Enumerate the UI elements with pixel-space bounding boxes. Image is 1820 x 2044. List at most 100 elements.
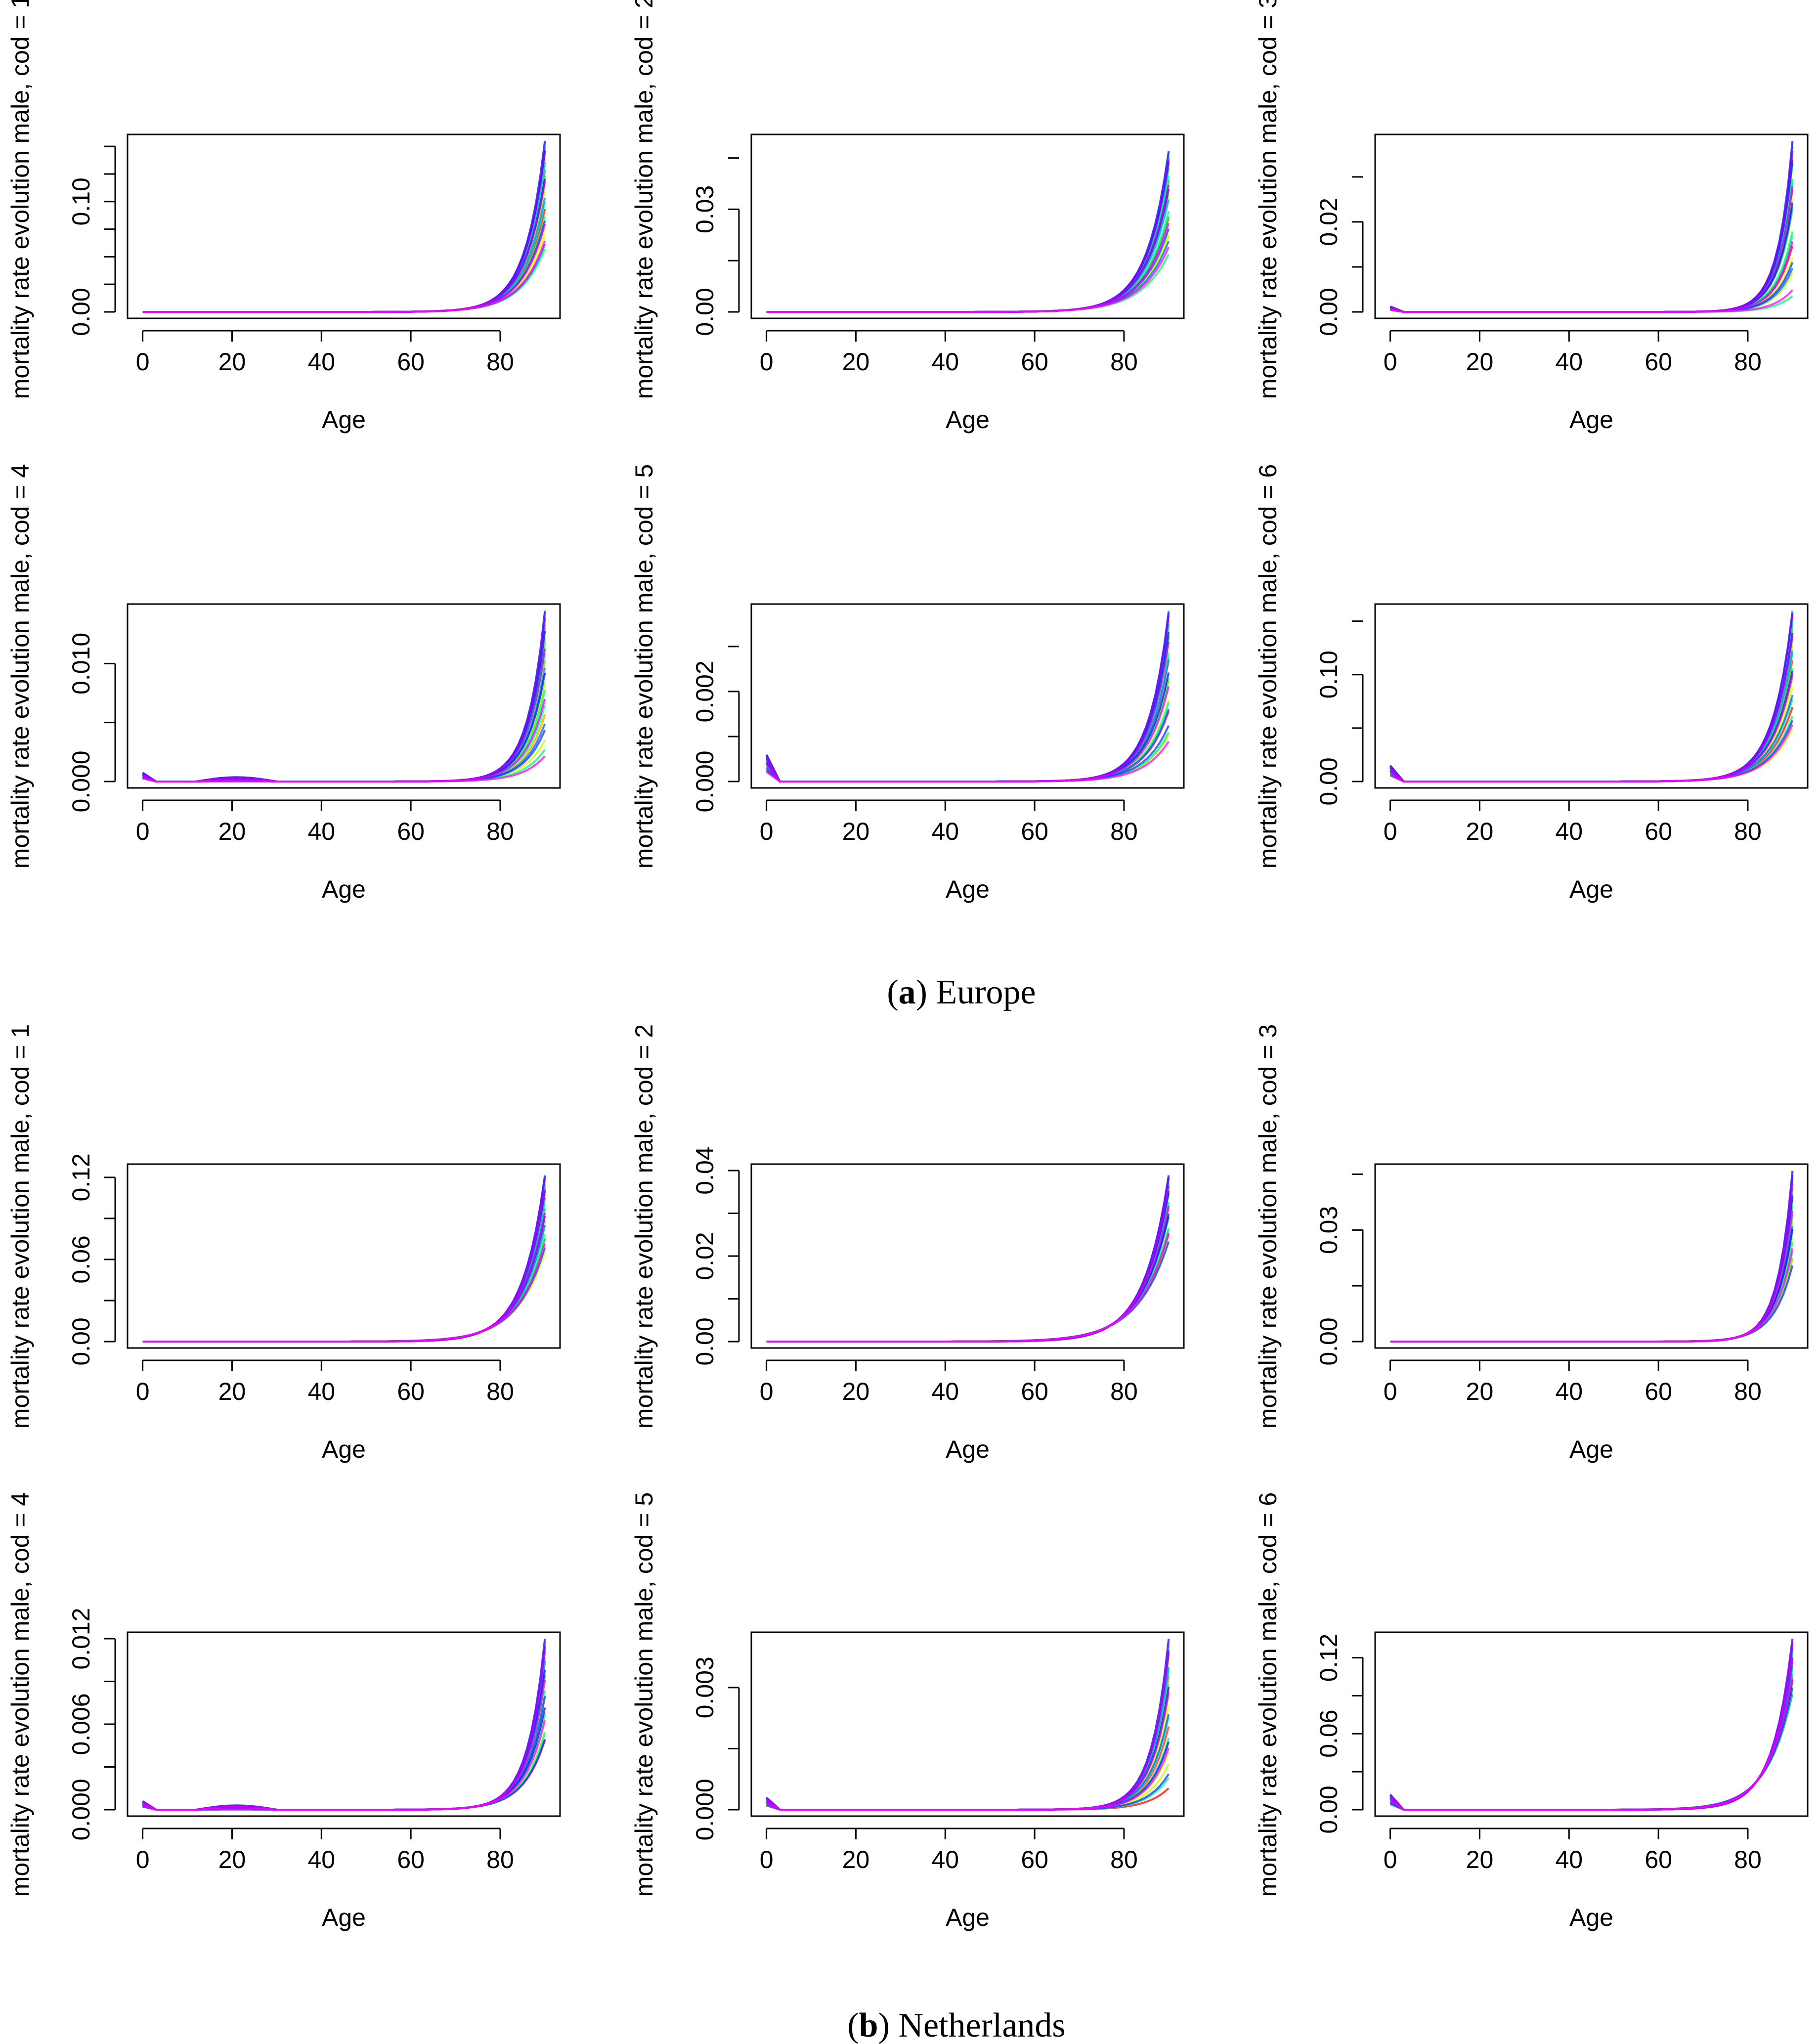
panel-europe-cod-3: 0 20 40 60 80 Age 0.00 0.02 mortality rate evolu… <box>1254 0 1809 434</box>
y-tick-label: 0.000 <box>691 1779 719 1840</box>
series-line <box>766 1661 1170 1811</box>
series-line <box>1390 1219 1794 1343</box>
series-line <box>1390 1189 1794 1343</box>
series-line <box>1389 1643 1794 1811</box>
series-line <box>142 1648 546 1811</box>
x-tick-label: 40 <box>307 818 335 845</box>
series-line <box>765 672 1170 783</box>
series-line <box>142 1186 546 1343</box>
y-axis-label: mortality rate evolution male, cod = 4 <box>6 464 34 869</box>
series-line <box>765 658 1170 783</box>
y-tick-label: 0.06 <box>67 1235 95 1283</box>
y-tick-label: 0.06 <box>1315 1710 1343 1758</box>
series-line <box>1389 1638 1794 1811</box>
caption-europe-letter: a <box>899 973 916 1011</box>
series-line <box>142 610 546 783</box>
series-line <box>766 1713 1170 1811</box>
series-line <box>1389 1693 1794 1811</box>
series-line <box>766 194 1170 313</box>
series-line <box>1389 186 1794 313</box>
series-line <box>142 652 546 783</box>
series-line <box>142 228 546 313</box>
series-line <box>766 1203 1170 1343</box>
x-tick-label: 20 <box>218 818 246 845</box>
x-tick-label: 0 <box>760 1846 774 1873</box>
x-tick-label: 80 <box>486 348 514 376</box>
x-tick-label: 60 <box>1021 818 1048 845</box>
series-line <box>765 660 1170 783</box>
series-line <box>766 216 1170 313</box>
x-tick-label: 80 <box>486 1846 514 1873</box>
plot-frame <box>1374 133 1809 319</box>
series-line <box>142 612 546 783</box>
series-line <box>142 619 546 783</box>
series-line <box>142 648 546 783</box>
series-line <box>142 614 546 783</box>
series-line <box>1390 1242 1794 1343</box>
series-line <box>142 1194 546 1343</box>
x-tick-label: 60 <box>1645 1846 1672 1873</box>
series-line <box>142 611 546 783</box>
series-line <box>1389 1674 1794 1811</box>
x-tick-label: 20 <box>1466 1378 1494 1405</box>
x-tick-label: 0 <box>760 818 774 845</box>
series-line <box>766 1185 1170 1343</box>
series-line <box>142 623 546 783</box>
series-line <box>1389 695 1794 783</box>
y-axis-label: mortality rate evolution male, cod = 5 <box>630 464 658 869</box>
series-line <box>142 1689 546 1811</box>
series-line <box>1390 245 1794 313</box>
series-line <box>766 1178 1170 1343</box>
x-tick-label: 20 <box>842 1378 870 1405</box>
series-line <box>1390 289 1793 313</box>
series-line <box>765 613 1170 783</box>
series-line <box>766 1229 1170 1343</box>
x-axis-label: Age <box>322 1904 366 1931</box>
series-line <box>766 678 1170 783</box>
series-line <box>1390 257 1794 313</box>
x-tick-label: 40 <box>1555 348 1583 376</box>
x-tick-label: 0 <box>136 348 150 376</box>
series-line <box>142 1233 546 1343</box>
series-line <box>142 148 546 313</box>
series-line <box>142 1714 546 1811</box>
series-line <box>1390 207 1794 313</box>
series-line <box>765 641 1170 783</box>
series-line <box>766 1704 1170 1811</box>
series-line <box>142 144 546 313</box>
series-line <box>765 621 1170 783</box>
y-tick-label: 0.03 <box>1315 1206 1343 1254</box>
series-line <box>1389 1661 1794 1811</box>
series-line <box>1389 617 1794 783</box>
y-tick-label: 0.10 <box>1315 651 1343 698</box>
series-line <box>1390 1183 1794 1343</box>
series-line <box>142 1662 546 1811</box>
series-line <box>766 1653 1170 1811</box>
y-tick-label: 0.000 <box>67 750 95 812</box>
series-line <box>1390 272 1794 313</box>
series-line <box>142 1239 546 1343</box>
series-line <box>766 1645 1170 1811</box>
series-line <box>766 1213 1170 1343</box>
series-line <box>142 1252 546 1343</box>
series-line <box>766 1717 1170 1811</box>
x-tick-label: 60 <box>1645 818 1672 845</box>
series-line <box>142 617 546 783</box>
x-tick-label: 80 <box>486 818 514 845</box>
series-line <box>766 1641 1170 1811</box>
series-line <box>142 667 546 783</box>
y-tick-label: 0.010 <box>67 633 95 695</box>
series-line <box>142 627 546 783</box>
series-line <box>1390 1219 1794 1343</box>
x-tick-label: 20 <box>218 348 246 376</box>
series-line <box>766 699 1170 783</box>
series-line <box>766 1227 1170 1343</box>
series-line <box>1389 650 1794 783</box>
series-line <box>1389 159 1794 313</box>
series-line <box>766 1726 1170 1811</box>
y-axis-label: mortality rate evolution male, cod = 6 <box>1254 464 1282 869</box>
y-axis-label: mortality rate evolution male, cod = 3 <box>1254 0 1282 399</box>
series-line <box>1389 626 1794 783</box>
x-tick-label: 20 <box>842 818 870 845</box>
series-line <box>1390 1225 1794 1343</box>
